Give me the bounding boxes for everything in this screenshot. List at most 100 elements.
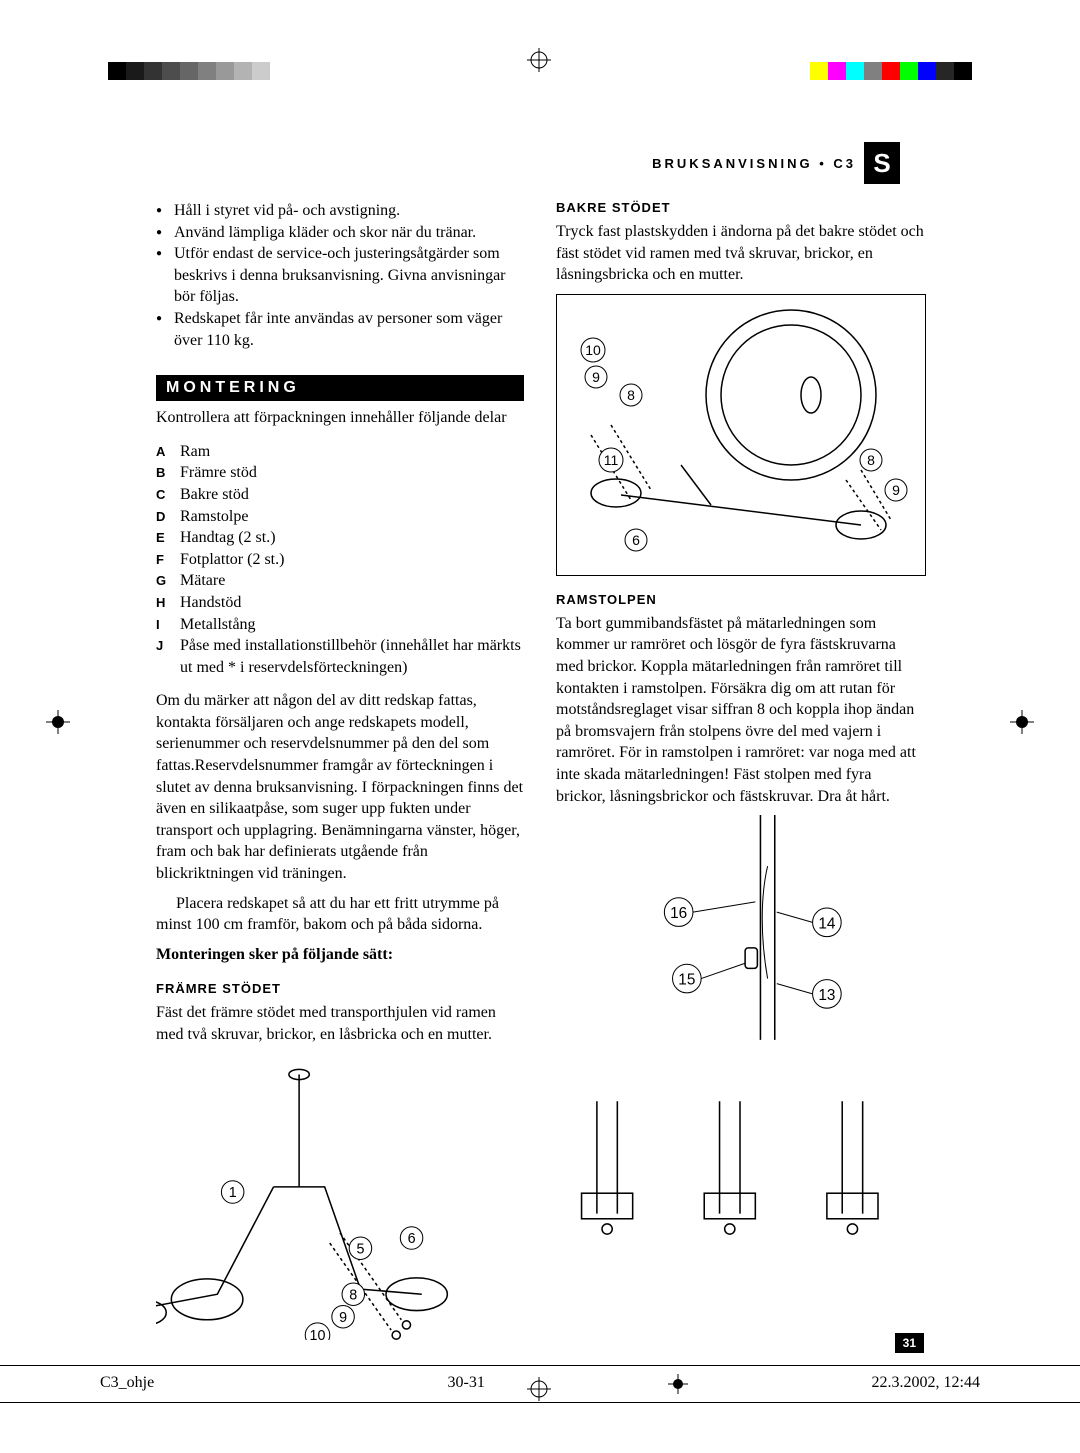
svg-text:8: 8 — [627, 387, 635, 403]
part-name: Ramstolpe — [180, 506, 248, 528]
page-number: 31 — [895, 1333, 924, 1353]
svg-text:15: 15 — [678, 972, 695, 989]
color-swatch — [216, 62, 234, 80]
svg-text:6: 6 — [408, 1231, 416, 1247]
part-letter: A — [156, 441, 180, 463]
page-header: BRUKSANVISNING • C3 S — [652, 142, 900, 184]
bakre-stodet-text: Tryck fast plastskydden i ändorna på det… — [556, 221, 924, 286]
color-swatch — [918, 62, 936, 80]
color-bar-grayscale — [108, 62, 288, 80]
color-swatch — [252, 62, 270, 80]
right-column: BAKRE STÖDET Tryck fast plastskydden i ä… — [556, 200, 924, 1345]
header-title: BRUKSANVISNING • C3 — [652, 156, 856, 171]
assembly-intro-heading: Monteringen sker på följande sätt: — [156, 944, 524, 966]
safety-bullet-list: Håll i styret vid på- och avstigning.Anv… — [156, 200, 524, 351]
color-swatch — [234, 62, 252, 80]
color-swatch — [936, 62, 954, 80]
part-name: Främre stöd — [180, 462, 257, 484]
part-letter: H — [156, 592, 180, 614]
part-name: Påse med installationstillbehör (innehål… — [180, 635, 524, 678]
part-name: Bakre stöd — [180, 484, 249, 506]
color-swatch — [162, 62, 180, 80]
bullet-item: Redskapet får inte användas av personer … — [156, 308, 524, 351]
color-swatch — [882, 62, 900, 80]
part-name: Handstöd — [180, 592, 241, 614]
bullet-item: Utför endast de service-och justeringsåt… — [156, 243, 524, 308]
parts-row: HHandstöd — [156, 592, 524, 614]
color-swatch — [126, 62, 144, 80]
diagram-front-support: 1 5 6 8 9 10 — [156, 1054, 524, 1340]
registration-mark-icon — [1010, 710, 1034, 734]
part-letter: B — [156, 462, 180, 484]
part-letter: F — [156, 549, 180, 571]
language-indicator: S — [864, 142, 900, 184]
color-swatch — [810, 62, 828, 80]
diagram-handlebar-post: 16 14 15 13 — [556, 815, 924, 1244]
part-letter: E — [156, 527, 180, 549]
color-swatch — [198, 62, 216, 80]
color-bar-cmyk — [810, 62, 972, 80]
missing-parts-paragraph: Om du märker att någon del av ditt redsk… — [156, 690, 524, 884]
parts-row: FFotplattor (2 st.) — [156, 549, 524, 571]
svg-text:9: 9 — [592, 369, 600, 385]
registration-mark-icon — [668, 1374, 688, 1394]
ramstolpen-text: Ta bort gummibandsfästet på mätarledning… — [556, 613, 924, 807]
svg-text:9: 9 — [892, 482, 900, 498]
parts-row: ARam — [156, 441, 524, 463]
svg-text:1: 1 — [229, 1185, 237, 1201]
part-letter: C — [156, 484, 180, 506]
svg-text:10: 10 — [310, 1328, 326, 1340]
footer-pages: 30-31 — [448, 1374, 485, 1394]
part-letter: J — [156, 635, 180, 678]
color-swatch — [864, 62, 882, 80]
parts-row: EHandtag (2 st.) — [156, 527, 524, 549]
part-letter: D — [156, 506, 180, 528]
diagram-rear-support: 10 9 8 11 6 8 9 — [556, 294, 926, 576]
parts-row: CBakre stöd — [156, 484, 524, 506]
part-name: Mätare — [180, 570, 225, 592]
parts-intro: Kontrollera att förpackningen innehåller… — [156, 407, 524, 429]
color-swatch — [846, 62, 864, 80]
section-heading-montering: MONTERING — [156, 375, 524, 401]
content-columns: Håll i styret vid på- och avstigning.Anv… — [156, 200, 924, 1345]
part-name: Fotplattor (2 st.) — [180, 549, 284, 571]
svg-text:8: 8 — [867, 452, 875, 468]
svg-text:13: 13 — [818, 987, 835, 1004]
bullet-item: Håll i styret vid på- och avstigning. — [156, 200, 524, 222]
parts-row: GMätare — [156, 570, 524, 592]
color-swatch — [270, 62, 288, 80]
color-swatch — [828, 62, 846, 80]
part-letter: G — [156, 570, 180, 592]
color-swatch — [108, 62, 126, 80]
left-column: Håll i styret vid på- och avstigning.Anv… — [156, 200, 524, 1345]
svg-text:10: 10 — [585, 342, 601, 358]
parts-row: JPåse med installationstillbehör (innehå… — [156, 635, 524, 678]
registration-mark-icon — [46, 710, 70, 734]
svg-text:14: 14 — [818, 916, 836, 933]
print-footer: C3_ohje 30-31 22.3.2002, 12:44 — [0, 1365, 1080, 1403]
color-swatch — [144, 62, 162, 80]
subheading-bakre-stodet: BAKRE STÖDET — [556, 200, 924, 215]
parts-row: BFrämre stöd — [156, 462, 524, 484]
color-swatch — [900, 62, 918, 80]
color-swatch — [954, 62, 972, 80]
svg-text:5: 5 — [356, 1241, 364, 1257]
svg-text:16: 16 — [670, 905, 687, 922]
bullet-item: Använd lämpliga kläder och skor när du t… — [156, 222, 524, 244]
part-name: Handtag (2 st.) — [180, 527, 276, 549]
part-letter: I — [156, 614, 180, 636]
svg-text:8: 8 — [349, 1287, 357, 1303]
footer-filename: C3_ohje — [100, 1374, 154, 1394]
svg-text:9: 9 — [339, 1309, 347, 1325]
part-name: Ram — [180, 441, 210, 463]
subheading-framre-stodet: FRÄMRE STÖDET — [156, 981, 524, 996]
svg-text:11: 11 — [604, 452, 619, 468]
parts-row: IMetallstång — [156, 614, 524, 636]
subheading-ramstolpen: RAMSTOLPEN — [556, 592, 924, 607]
footer-datetime: 22.3.2002, 12:44 — [872, 1374, 980, 1394]
part-name: Metallstång — [180, 614, 256, 636]
color-swatch — [180, 62, 198, 80]
placement-paragraph: Placera redskapet så att du har ett frit… — [156, 893, 524, 936]
registration-mark-icon — [527, 48, 551, 72]
parts-list: ARamBFrämre stödCBakre stödDRamstolpeEHa… — [156, 441, 524, 679]
